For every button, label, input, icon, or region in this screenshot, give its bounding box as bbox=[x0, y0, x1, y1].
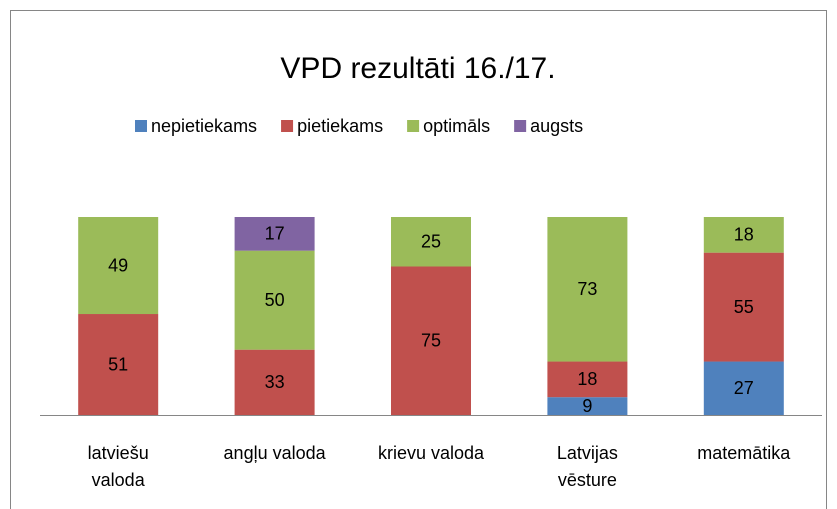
data-label: 75 bbox=[421, 331, 441, 351]
legend-label: augsts bbox=[530, 116, 583, 136]
legend-label: pietiekams bbox=[297, 116, 383, 136]
bar-segment bbox=[391, 266, 471, 415]
data-label: 73 bbox=[577, 279, 597, 299]
x-tick-label: angļu valoda bbox=[223, 443, 326, 463]
x-tick-label: matemātika bbox=[697, 443, 791, 463]
bar-segment bbox=[78, 314, 159, 415]
data-label: 49 bbox=[108, 255, 128, 275]
data-label: 18 bbox=[577, 369, 597, 389]
bar-segment bbox=[391, 217, 471, 267]
data-label: 50 bbox=[265, 290, 285, 310]
legend-swatch bbox=[514, 120, 527, 132]
data-label: 27 bbox=[734, 378, 754, 398]
x-tick-label: Latvijas vēsture bbox=[556, 443, 618, 490]
bar-segment bbox=[547, 217, 628, 362]
data-label: 51 bbox=[108, 354, 128, 374]
legend-label: optimāls bbox=[423, 116, 490, 136]
data-label: 17 bbox=[265, 224, 285, 244]
bar-segment bbox=[703, 217, 784, 253]
legend-swatch bbox=[281, 120, 294, 132]
data-label: 55 bbox=[734, 297, 754, 317]
bar-segment bbox=[703, 361, 784, 415]
bar-segment bbox=[234, 250, 315, 350]
bar-segment bbox=[703, 252, 784, 362]
legend-swatch bbox=[407, 120, 420, 132]
x-tick-label: krievu valoda bbox=[377, 443, 485, 463]
bar-segment bbox=[234, 349, 315, 415]
x-tick-label: latviešu valoda bbox=[87, 443, 149, 490]
data-label: 25 bbox=[421, 232, 441, 252]
data-label: 18 bbox=[734, 225, 754, 245]
data-label: 33 bbox=[265, 372, 285, 392]
chart-title: VPD rezultāti 16./17. bbox=[280, 52, 555, 85]
bar-segment bbox=[547, 397, 628, 415]
data-label: 9 bbox=[582, 396, 592, 416]
legend-label: nepietiekams bbox=[151, 116, 257, 136]
bar-segment bbox=[78, 217, 159, 315]
legend-swatch bbox=[135, 120, 147, 132]
bar-segment bbox=[234, 217, 315, 251]
bar-segment bbox=[547, 361, 628, 398]
